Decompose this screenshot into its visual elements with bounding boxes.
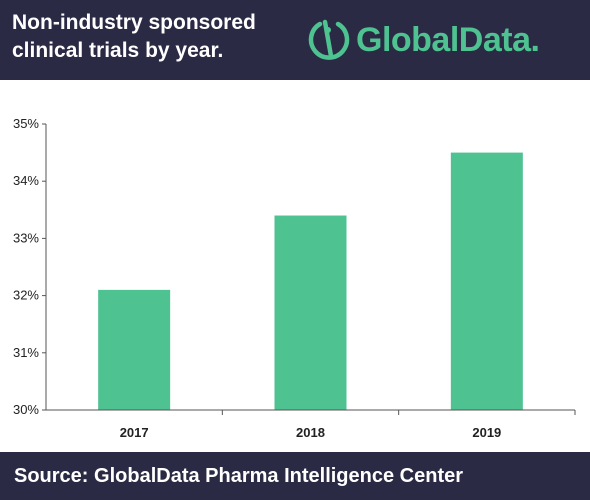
bar-2018: [274, 215, 347, 410]
x-tick-label: 2017: [120, 425, 149, 440]
x-axis: 2017 2018 2019: [46, 409, 576, 440]
y-tick-label: 32%: [13, 288, 39, 303]
source-note: Source: GlobalData Pharma Intelligence C…: [14, 465, 464, 487]
x-tick-label: 2019: [472, 425, 501, 440]
logo-text: GlobalData.: [356, 21, 540, 59]
bar-2019: [450, 152, 523, 410]
y-axis: 30% 31% 32% 33% 34% 35%: [13, 116, 47, 417]
y-tick-label: 31%: [13, 345, 39, 360]
footer-banner: Source: GlobalData Pharma Intelligence C…: [0, 452, 590, 500]
globaldata-logo: GlobalData.: [306, 12, 582, 68]
bar-chart: 30% 31% 32% 33% 34% 35% 2017 2018 2019: [13, 116, 576, 440]
bar-2017: [98, 289, 171, 410]
y-tick-label: 30%: [13, 402, 39, 417]
y-tick-label: 34%: [13, 173, 39, 188]
bars: [98, 152, 523, 410]
header-banner: Non-industry sponsored clinical trials b…: [0, 0, 590, 80]
x-tick-label: 2018: [296, 425, 325, 440]
y-tick-label: 35%: [13, 116, 39, 131]
y-tick-label: 33%: [13, 230, 39, 245]
chart-title: Non-industry sponsored clinical trials b…: [12, 11, 256, 62]
globaldata-logo-icon: [308, 19, 350, 60]
